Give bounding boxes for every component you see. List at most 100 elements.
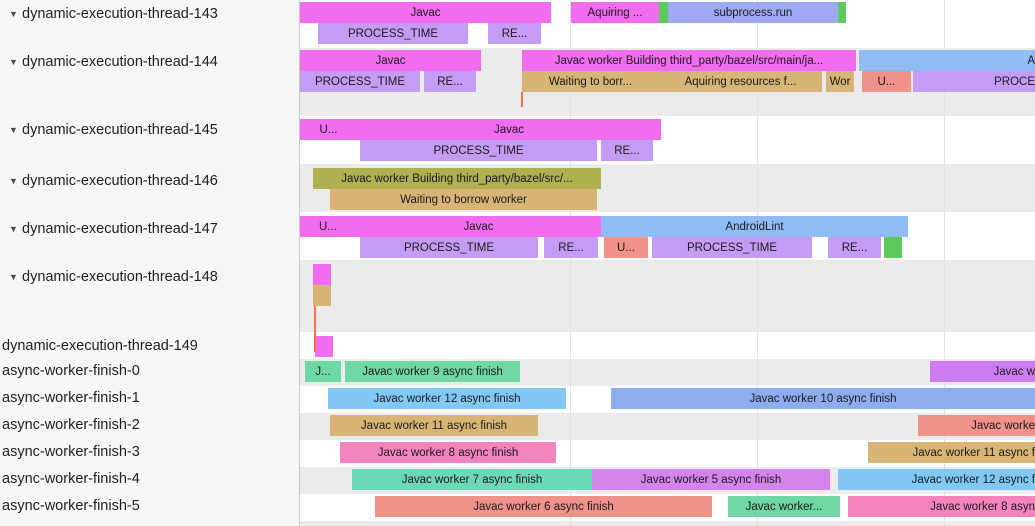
slice[interactable]: Javac worker 12 async f (838, 469, 1035, 490)
slice[interactable] (884, 237, 902, 258)
collapse-triangle-icon[interactable]: ▼ (9, 9, 18, 19)
track-label-dynamic-execution-thread-146[interactable]: ▼ dynamic-execution-thread-146 (0, 171, 300, 191)
slice[interactable]: RE... (828, 237, 881, 258)
track-label-dynamic-execution-thread-149[interactable]: dynamic-execution-thread-149 (0, 336, 300, 356)
slice-label: Waiting to borrow worker (400, 193, 527, 206)
slice[interactable]: Waiting to borrow worker (330, 189, 597, 210)
slice[interactable]: Waiting to borr... (522, 71, 659, 92)
track-label-async-worker-finish-5[interactable]: async-worker-finish-5 (0, 496, 300, 516)
slice[interactable]: Aquiring ... (571, 2, 659, 23)
slice[interactable]: Javac (300, 2, 551, 23)
track-label-async-worker-finish-4[interactable]: async-worker-finish-4 (0, 469, 300, 489)
slice[interactable]: Wor (826, 71, 854, 92)
slice[interactable] (313, 264, 331, 285)
track-name: async-worker-finish-0 (2, 363, 140, 379)
track-name: dynamic-execution-thread-149 (2, 338, 198, 354)
slice[interactable]: Javac worker 7 async finish (352, 469, 592, 490)
slice[interactable]: Javac worker Building third_party/bazel/… (313, 168, 601, 189)
slice[interactable]: RE... (601, 140, 653, 161)
slice[interactable]: Javac worker... (728, 496, 840, 517)
slice[interactable] (315, 336, 333, 357)
slice[interactable]: Javac worker 8 async finish (340, 442, 556, 463)
slice-label: RE... (558, 241, 584, 254)
collapse-triangle-icon[interactable]: ▼ (9, 176, 18, 186)
track-label-panel: ▼ dynamic-execution-thread-143 ▼ dynamic-ex… (0, 0, 300, 526)
slice[interactable]: Javac worker 9 async finish (345, 361, 520, 382)
collapse-triangle-icon[interactable]: ▼ (9, 57, 18, 67)
slice[interactable] (313, 285, 331, 306)
instant-marker[interactable] (521, 92, 523, 107)
slice[interactable]: RE... (488, 23, 541, 44)
collapse-triangle-icon[interactable]: ▼ (9, 224, 18, 234)
slice[interactable]: U... (604, 237, 648, 258)
slice[interactable]: RE... (424, 71, 476, 92)
track-name: async-worker-finish-1 (2, 390, 140, 406)
slice-label: Javac worker 8 asyn (930, 500, 1035, 513)
slice-label: Wor (829, 75, 851, 88)
slice[interactable]: PROCESS_TIME (300, 71, 420, 92)
slice[interactable]: Javac w (930, 361, 1035, 382)
slice-label: Javac worker 6 async finish (473, 500, 614, 513)
slice[interactable]: Javac worker 6 async finish (375, 496, 712, 517)
slice-label: Javac worker 9 async finish (362, 365, 503, 378)
slice[interactable]: A (859, 50, 1035, 71)
slice[interactable]: PROCESS_TIME (652, 237, 812, 258)
slice-label: Javac w (993, 365, 1035, 378)
slice[interactable]: Javac (357, 119, 661, 140)
slice-label: subprocess.run (713, 6, 793, 19)
collapse-triangle-icon[interactable]: ▼ (9, 272, 18, 282)
slice-label: PROCESS_TIME (314, 75, 406, 88)
slice[interactable]: J... (305, 361, 341, 382)
track-label-dynamic-execution-thread-143[interactable]: ▼ dynamic-execution-thread-143 (0, 4, 300, 24)
slice[interactable]: PROCESS_TIME (360, 237, 538, 258)
slice-label: Javac worker 11 async finish (360, 419, 508, 432)
slice[interactable]: Javac worker 12 async finish (328, 388, 566, 409)
track-label-dynamic-execution-thread-148[interactable]: ▼ dynamic-execution-thread-148 (0, 267, 300, 287)
track-label-dynamic-execution-thread-145[interactable]: ▼ dynamic-execution-thread-145 (0, 120, 300, 140)
slice-label: AndroidLint (725, 220, 784, 233)
slice-label: Aquiring resources f... (684, 75, 797, 88)
track-label-async-worker-finish-2[interactable]: async-worker-finish-2 (0, 415, 300, 435)
slice[interactable]: subprocess.run (668, 2, 838, 23)
slice[interactable]: U... (300, 119, 357, 140)
timeline-canvas[interactable]: Javac Aquiring ... subprocess.run PROCESS_T… (300, 0, 1035, 526)
slice[interactable]: Javac (356, 216, 601, 237)
slice[interactable]: Javac worker Building third_party/bazel/… (522, 50, 856, 71)
collapse-triangle-icon[interactable]: ▼ (9, 125, 18, 135)
slice[interactable]: Javac worke (918, 415, 1035, 436)
slice[interactable]: Javac worker 8 asyn (848, 496, 1035, 517)
slice[interactable]: Javac worker 11 async f (868, 442, 1035, 463)
slice[interactable]: Javac worker 11 async finish (330, 415, 538, 436)
time-gridline (944, 0, 945, 526)
slice[interactable]: Javac worker 10 async finish (611, 388, 1035, 409)
slice-label: Waiting to borr... (548, 75, 633, 88)
track-label-async-worker-finish-0[interactable]: async-worker-finish-0 (0, 361, 300, 381)
track-label-async-worker-finish-3[interactable]: async-worker-finish-3 (0, 442, 300, 462)
slice[interactable]: PROCE (913, 71, 1035, 92)
slice[interactable]: PROCESS_TIME (360, 140, 597, 161)
slice-label: Javac worker 10 async finish (749, 392, 897, 405)
slice-label: Aquiring ... (587, 6, 643, 19)
slice-label: U... (617, 241, 635, 254)
slice-label: Javac worker 5 async finish (640, 473, 782, 486)
slice[interactable]: AndroidLint (601, 216, 908, 237)
slice[interactable]: PROCESS_TIME (318, 23, 468, 44)
slice[interactable]: Javac (300, 50, 481, 71)
track-label-dynamic-execution-thread-147[interactable]: ▼ dynamic-execution-thread-147 (0, 219, 300, 239)
track-label-async-worker-finish-1[interactable]: async-worker-finish-1 (0, 388, 300, 408)
slice[interactable] (659, 2, 668, 23)
instant-marker[interactable] (314, 306, 316, 352)
slice[interactable]: U... (300, 216, 356, 237)
track-label-dynamic-execution-thread-144[interactable]: ▼ dynamic-execution-thread-144 (0, 52, 300, 72)
track-name: dynamic-execution-thread-147 (22, 221, 218, 237)
slice[interactable]: Javac worker 5 async finish (592, 469, 830, 490)
slice[interactable]: RE... (544, 237, 598, 258)
slice[interactable]: U... (862, 71, 911, 92)
slice-label: U... (877, 75, 896, 88)
slice[interactable] (838, 2, 846, 23)
slice-label: Javac worker... (745, 500, 823, 513)
slice-label: U... (319, 220, 337, 233)
track-band (300, 260, 1035, 332)
slice[interactable]: Aquiring resources f... (659, 71, 822, 92)
track-band (300, 332, 1035, 359)
